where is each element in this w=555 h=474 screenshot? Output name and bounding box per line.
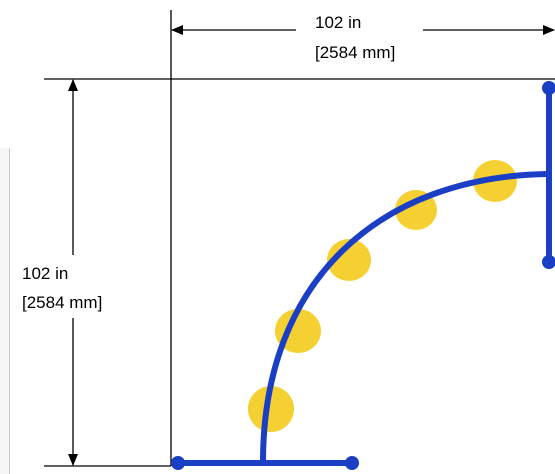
marker-dot (327, 239, 371, 281)
vertical-dimension-value: 102 in (22, 264, 68, 283)
horizontal-dimension-metric: [2584 mm] (315, 43, 395, 62)
end-cap (171, 456, 185, 470)
vertical-dimension: 102 in [2584 mm] (22, 79, 102, 466)
horizontal-dimension-value: 102 in (315, 13, 361, 32)
marker-dot (395, 190, 437, 230)
end-caps (171, 81, 555, 470)
marker-dot (248, 386, 294, 432)
end-cap (542, 81, 555, 95)
viewport-edge-panel (0, 148, 10, 474)
end-cap (345, 456, 359, 470)
marker-group (248, 160, 517, 432)
end-cap (542, 255, 555, 269)
bench-structure (175, 85, 552, 466)
horizontal-dimension: 102 in [2584 mm] (171, 13, 555, 62)
curved-rail (260, 171, 552, 465)
vertical-dimension-metric: [2584 mm] (22, 293, 102, 312)
extension-lines (44, 10, 555, 467)
